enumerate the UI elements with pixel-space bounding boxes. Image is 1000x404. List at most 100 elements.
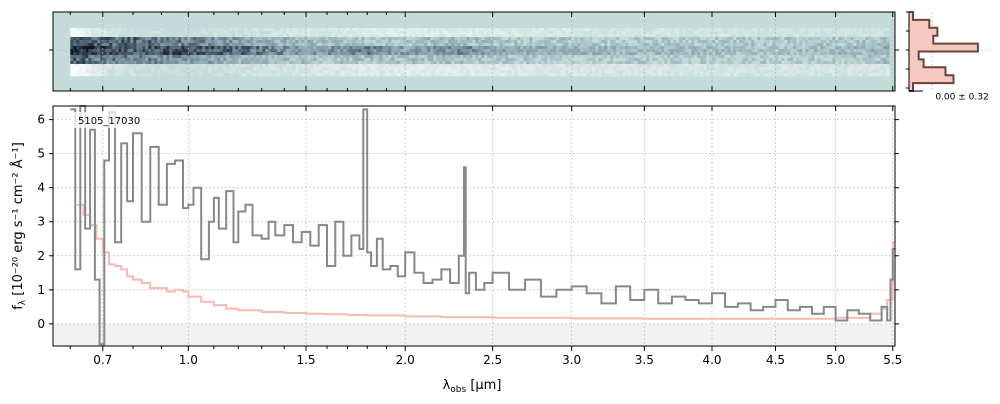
heatmap-cell <box>664 37 668 41</box>
heatmap-cell <box>583 73 587 77</box>
heatmap-cell <box>667 40 671 44</box>
heatmap-cell <box>256 67 260 71</box>
heatmap-cell <box>607 28 611 32</box>
heatmap-cell <box>103 46 107 50</box>
heatmap-cell <box>331 37 335 41</box>
heatmap-cell <box>832 49 836 53</box>
heatmap-cell <box>421 67 425 71</box>
heatmap-cell <box>262 31 266 35</box>
heatmap-cell <box>832 55 836 59</box>
heatmap-cell <box>208 40 212 44</box>
heatmap-cell <box>460 73 464 77</box>
heatmap-cell <box>826 37 830 41</box>
heatmap-cell <box>451 43 455 47</box>
heatmap-cell <box>676 73 680 77</box>
heatmap-cell <box>184 64 188 68</box>
heatmap-cell <box>226 64 230 68</box>
heatmap-cell <box>370 61 374 65</box>
heatmap-cell <box>628 49 632 53</box>
heatmap-cell <box>562 40 566 44</box>
heatmap-cell <box>580 49 584 53</box>
heatmap-cell <box>886 52 890 56</box>
heatmap-cell <box>127 58 131 62</box>
heatmap-cell <box>634 70 638 74</box>
heatmap-cell <box>334 34 338 38</box>
histogram-line <box>909 11 979 92</box>
heatmap-cell <box>532 49 536 53</box>
heatmap-cell <box>829 55 833 59</box>
heatmap-cell <box>406 67 410 71</box>
heatmap-cell <box>559 40 563 44</box>
heatmap-cell <box>274 31 278 35</box>
heatmap-cell <box>505 46 509 50</box>
heatmap-cell <box>820 28 824 32</box>
heatmap-cell <box>157 70 161 74</box>
heatmap-cell <box>340 34 344 38</box>
heatmap-cell <box>643 70 647 74</box>
heatmap-cell <box>121 28 125 32</box>
heatmap-cell <box>331 43 335 47</box>
heatmap-cell <box>781 64 785 68</box>
heatmap-cell <box>541 70 545 74</box>
heatmap-cell <box>388 28 392 32</box>
heatmap-cell <box>388 73 392 77</box>
heatmap-cell <box>826 46 830 50</box>
heatmap-cell <box>790 46 794 50</box>
heatmap-cell <box>127 73 131 77</box>
heatmap-cell <box>337 40 341 44</box>
heatmap-cell <box>433 34 437 38</box>
heatmap-cell <box>571 40 575 44</box>
heatmap-cell <box>763 67 767 71</box>
heatmap-cell <box>511 58 515 62</box>
heatmap-cell <box>316 55 320 59</box>
heatmap-cell <box>274 46 278 50</box>
heatmap-cell <box>394 28 398 32</box>
heatmap-cell <box>265 52 269 56</box>
heatmap-cell <box>649 52 653 56</box>
heatmap-cell <box>355 55 359 59</box>
heatmap-cell <box>301 46 305 50</box>
heatmap-cell <box>700 67 704 71</box>
heatmap-cell <box>508 55 512 59</box>
heatmap-cell <box>325 58 329 62</box>
heatmap-cell <box>577 43 581 47</box>
heatmap-cell <box>436 46 440 50</box>
heatmap-cell <box>799 40 803 44</box>
heatmap-cell <box>739 61 743 65</box>
heatmap-cell <box>583 46 587 50</box>
heatmap-cell <box>166 40 170 44</box>
heatmap-cell <box>805 49 809 53</box>
heatmap-cell <box>766 58 770 62</box>
heatmap-cell <box>490 43 494 47</box>
heatmap-cell <box>205 73 209 77</box>
heatmap-cell <box>73 46 77 50</box>
heatmap-cell <box>184 34 188 38</box>
heatmap-cell <box>646 43 650 47</box>
heatmap-cell <box>475 46 479 50</box>
heatmap-cell <box>811 28 815 32</box>
heatmap-cell <box>658 31 662 35</box>
heatmap-cell <box>793 46 797 50</box>
heatmap-cell <box>592 58 596 62</box>
heatmap-cell <box>718 73 722 77</box>
heatmap-cell <box>346 64 350 68</box>
heatmap-cell <box>808 40 812 44</box>
heatmap-cell <box>841 28 845 32</box>
heatmap-cell <box>85 37 89 41</box>
heatmap-cell <box>238 61 242 65</box>
heatmap-cell <box>202 37 206 41</box>
heatmap-cell <box>784 61 788 65</box>
heatmap-cell <box>148 28 152 32</box>
heatmap-cell <box>838 37 842 41</box>
heatmap-cell <box>331 58 335 62</box>
heatmap-cell <box>778 73 782 77</box>
heatmap-cell <box>838 61 842 65</box>
heatmap-cell <box>529 49 533 53</box>
heatmap-cell <box>157 49 161 53</box>
heatmap-cell <box>715 34 719 38</box>
heatmap-cell <box>283 34 287 38</box>
heatmap-cell <box>763 49 767 53</box>
heatmap-cell <box>400 37 404 41</box>
heatmap-cell <box>454 64 458 68</box>
